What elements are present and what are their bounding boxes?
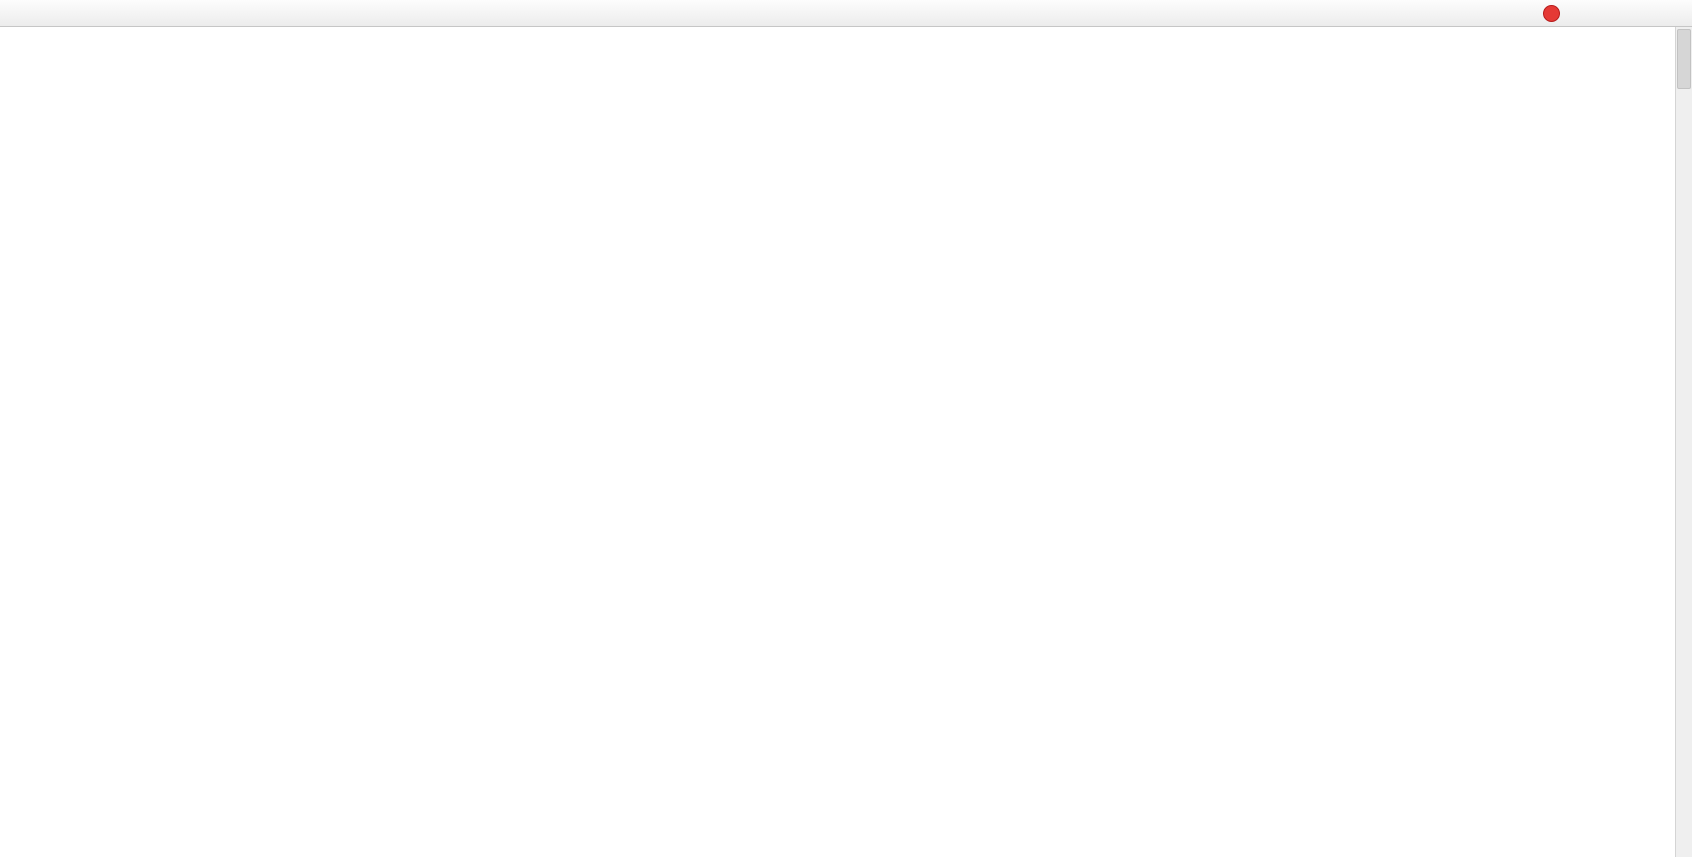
toolbar-right <box>1503 1 1688 25</box>
vertical-scrollbar[interactable] <box>1675 26 1692 857</box>
price-chart-svg <box>0 26 1692 793</box>
notification-badge[interactable] <box>1543 4 1560 22</box>
macd-panel-label <box>6 560 14 572</box>
search-button[interactable] <box>1503 1 1534 25</box>
toolbar <box>0 0 1692 27</box>
rsi-panel-label <box>6 673 14 685</box>
scrollbar-thumb[interactable] <box>1677 29 1691 89</box>
